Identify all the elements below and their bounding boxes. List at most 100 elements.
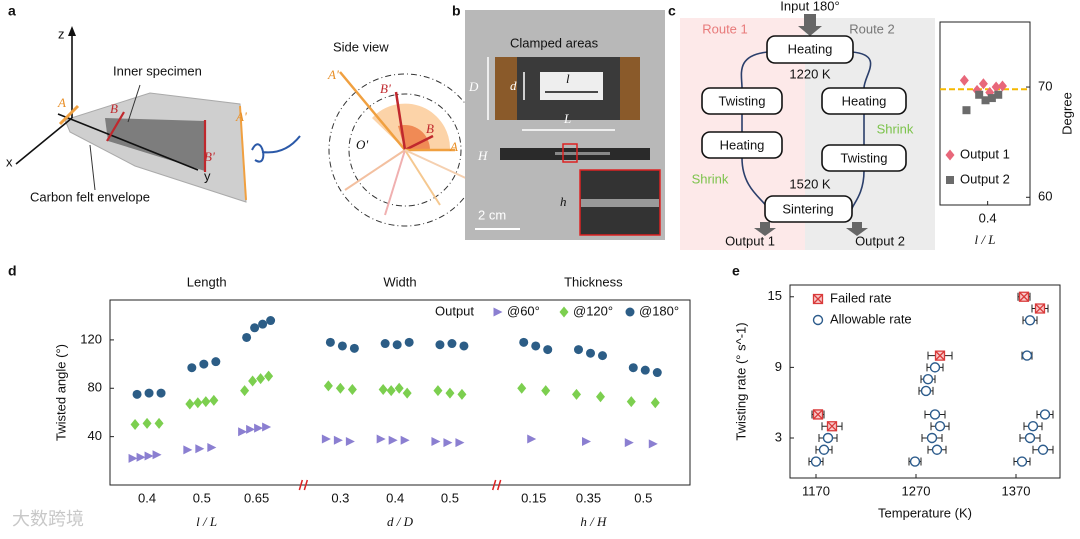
marker	[931, 444, 943, 455]
marker	[144, 451, 154, 461]
legend-label: @120°	[573, 303, 613, 318]
x-tick-label: 0.3	[331, 490, 349, 505]
marker	[378, 383, 388, 395]
marker	[333, 435, 343, 445]
clamp	[620, 57, 640, 120]
zoom-gauge	[581, 199, 659, 207]
input-label: Input 180°	[780, 0, 839, 13]
ray	[404, 134, 434, 152]
x-axis-label: Temperature (K)	[878, 505, 972, 520]
inner-specimen-shape	[105, 118, 205, 171]
dim-label: l	[566, 71, 570, 86]
marker	[598, 351, 607, 361]
marker	[238, 427, 248, 437]
temperature: 1520 K	[789, 176, 831, 191]
ray	[404, 149, 471, 181]
connector	[740, 51, 872, 210]
clamp	[495, 57, 517, 120]
x-tick-label: 1270	[902, 483, 931, 498]
marker	[457, 388, 467, 400]
marker	[810, 456, 822, 467]
marker	[929, 409, 941, 420]
marker	[531, 341, 541, 351]
marker	[582, 436, 591, 446]
edge-a2-line	[239, 105, 247, 201]
marker	[445, 387, 455, 399]
marker	[945, 149, 955, 161]
marker	[517, 382, 527, 394]
marker	[240, 385, 250, 397]
marker	[130, 419, 140, 431]
marker	[154, 417, 164, 429]
x-axis	[15, 117, 73, 165]
marker	[246, 424, 256, 434]
marker	[818, 444, 830, 455]
marker	[543, 345, 553, 355]
shrink-label: Shrink	[692, 171, 729, 186]
y-tick-label: 15	[768, 288, 782, 303]
marker	[987, 94, 996, 103]
output-label: Output 1	[725, 233, 775, 248]
watermark: 大数跨境	[12, 509, 84, 529]
marker	[959, 74, 969, 86]
route-label: Route 2	[849, 21, 895, 36]
group-title: Thickness	[564, 274, 623, 289]
annotation: Carbon felt envelope	[30, 189, 150, 204]
marker	[541, 385, 551, 397]
legend-label: Output 2	[960, 171, 1010, 186]
y-tick-label: 80	[88, 380, 102, 395]
panel-letter: d	[8, 263, 17, 279]
marker	[209, 394, 219, 406]
dim-label: d	[510, 78, 517, 93]
x-tick-label: 0.4	[138, 490, 156, 505]
marker	[1024, 315, 1036, 326]
marker	[527, 434, 537, 444]
marker	[826, 421, 838, 432]
marker	[335, 382, 345, 394]
dim-label: h	[560, 194, 567, 209]
edge-label: A	[449, 139, 458, 154]
step-box	[821, 144, 907, 172]
annotation: Clamped areas	[510, 35, 599, 50]
edge-label: B	[426, 121, 434, 136]
panel-b: b Clamped areas D d l L H h 2 cm	[452, 3, 665, 240]
edge-label: B'	[380, 81, 391, 96]
marker	[443, 438, 453, 448]
marker	[812, 409, 824, 420]
marker	[1027, 421, 1039, 432]
dim-label: L	[563, 111, 571, 126]
marker	[459, 341, 469, 351]
x-tick-label: 0.35	[576, 490, 601, 505]
step-box	[821, 87, 907, 115]
marker	[1039, 409, 1051, 420]
panel-letter: e	[732, 263, 740, 279]
marker	[156, 388, 166, 398]
marker	[266, 316, 276, 326]
marker	[625, 307, 635, 317]
marker	[455, 438, 465, 448]
x-tick-label: 0.4	[386, 490, 404, 505]
axis-break	[496, 479, 502, 491]
marker	[199, 359, 209, 369]
marker	[435, 340, 445, 350]
x-tick-label: 0.65	[244, 490, 269, 505]
marker	[185, 398, 195, 410]
side-gauge	[555, 152, 610, 155]
marker	[402, 387, 412, 399]
marker	[586, 348, 595, 358]
marker	[909, 456, 921, 467]
marker	[258, 319, 268, 329]
axis-label: y	[204, 168, 211, 183]
marker	[193, 397, 203, 409]
edge-label: B	[110, 101, 118, 116]
axis-label: x	[6, 154, 13, 169]
marker	[981, 96, 990, 105]
marker	[812, 293, 824, 305]
marker	[211, 357, 221, 367]
y-axis-label: Degree	[1059, 92, 1074, 135]
y-axis	[57, 113, 199, 171]
marker	[1018, 291, 1030, 302]
step-label: Twisting	[719, 93, 766, 108]
annotation: Inner specimen	[113, 63, 202, 78]
marker	[321, 434, 331, 444]
